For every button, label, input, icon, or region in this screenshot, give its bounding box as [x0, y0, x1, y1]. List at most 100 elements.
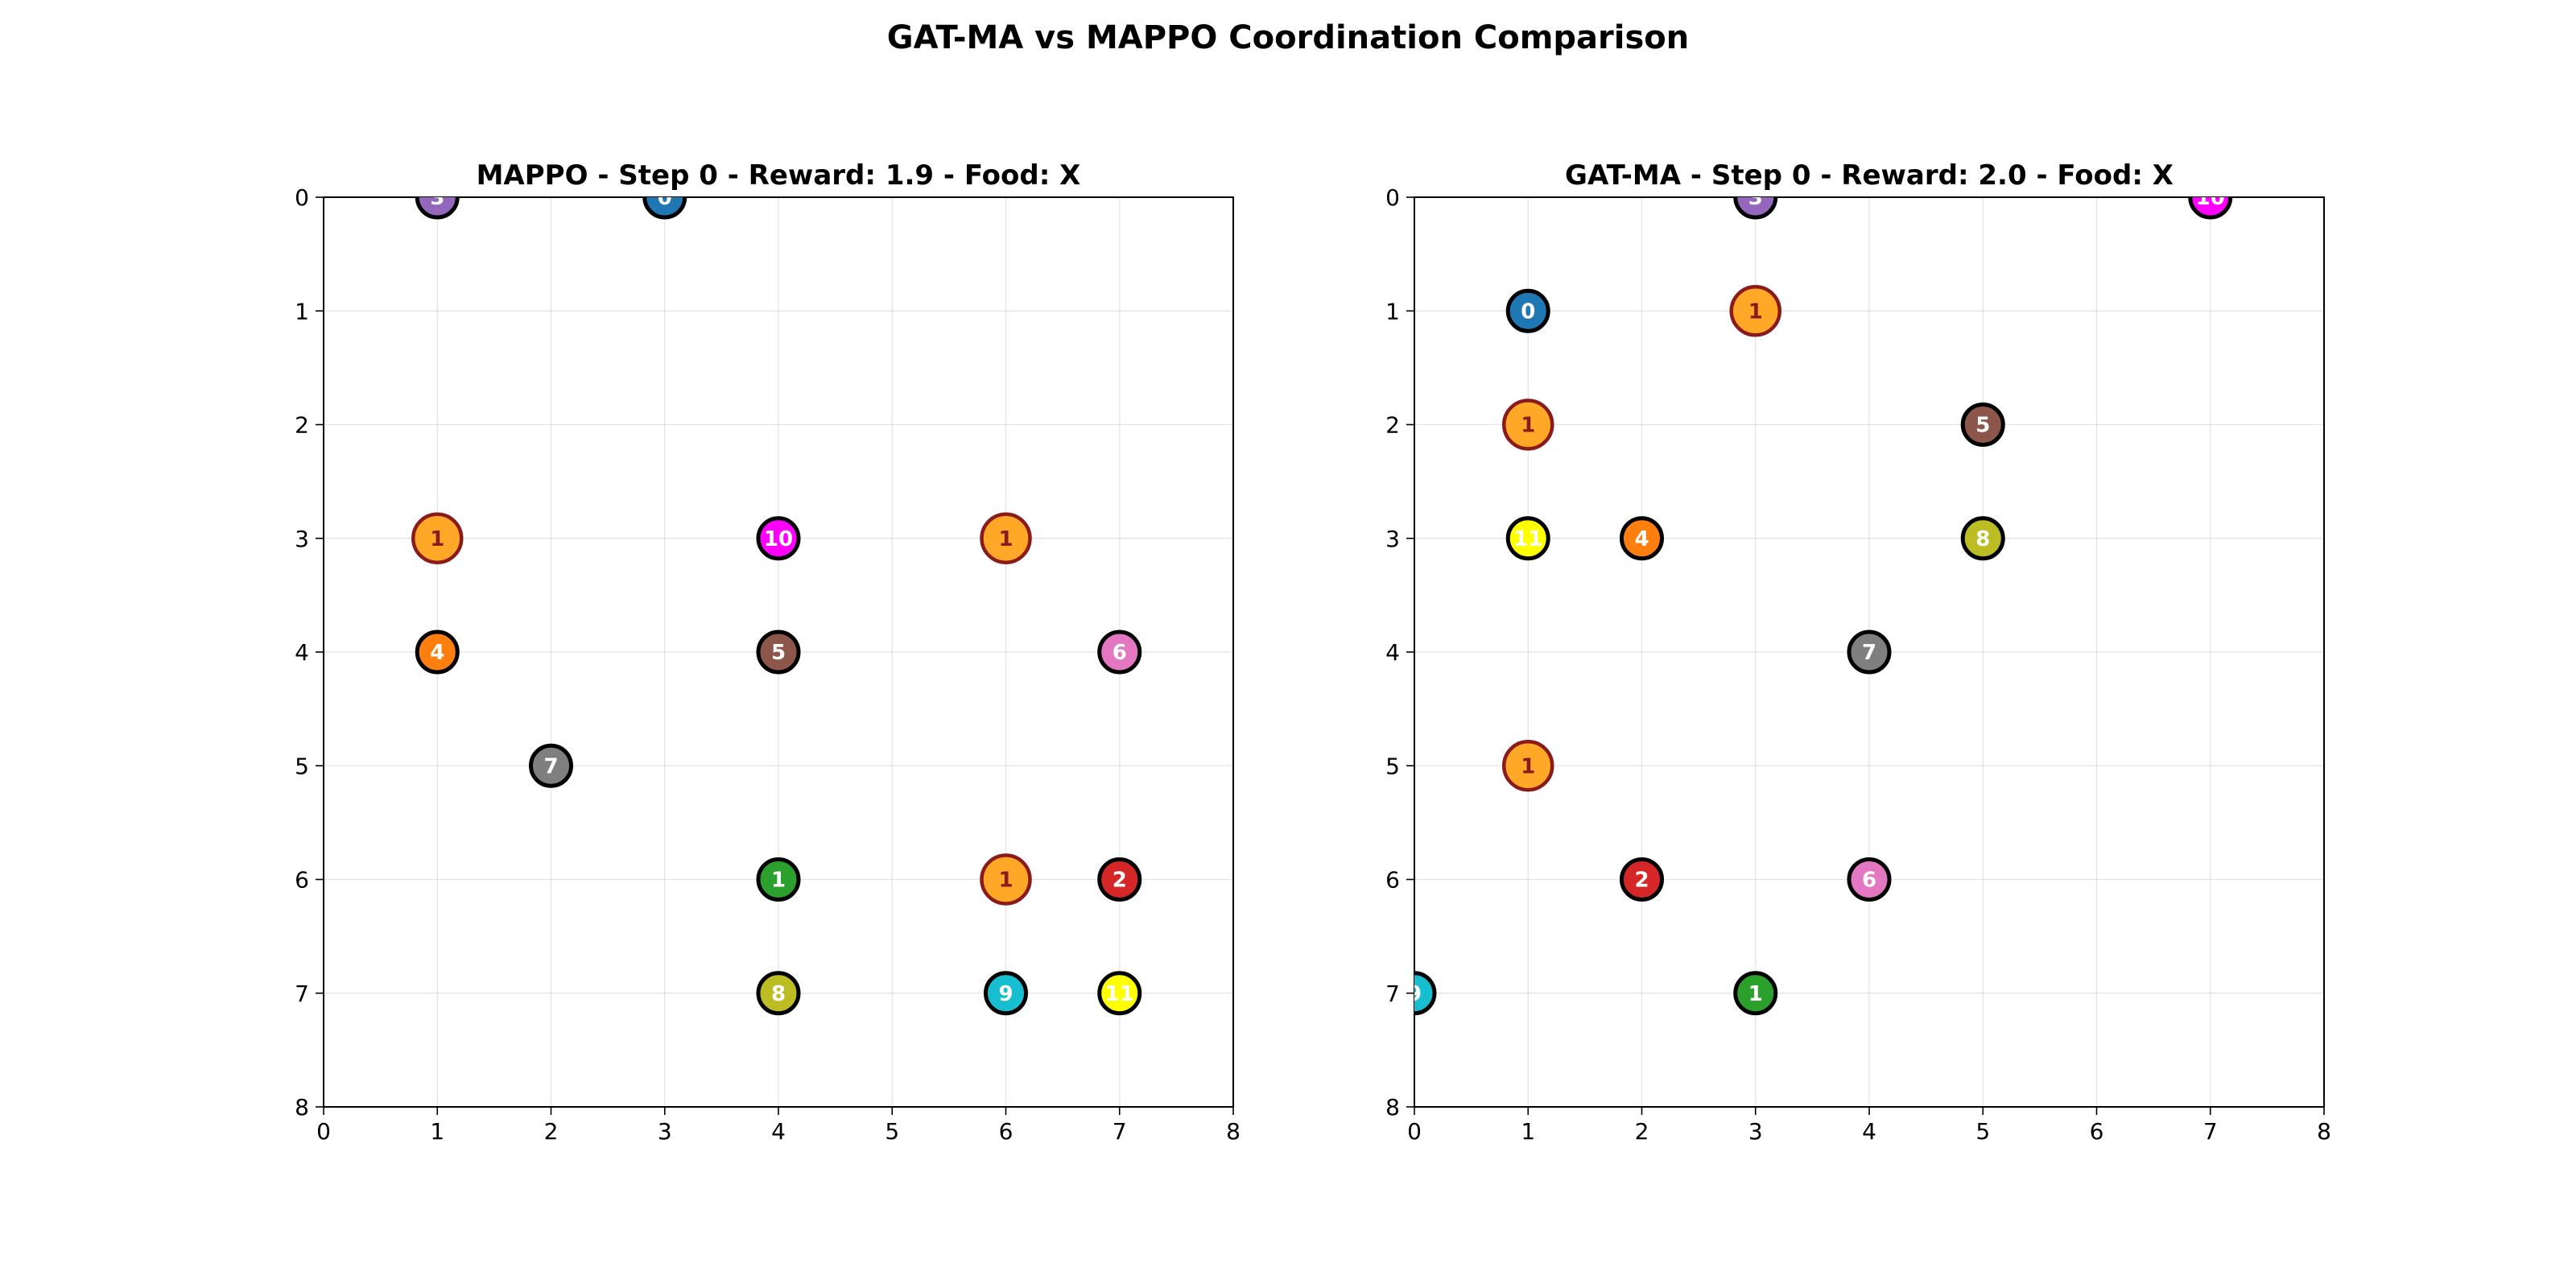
agent-label: 10	[764, 527, 793, 551]
axes-frame	[323, 196, 1234, 1108]
x-tick-label: 6	[2090, 1118, 2104, 1145]
x-tick-label: 3	[1748, 1118, 1763, 1145]
agent-label: 3	[430, 186, 444, 210]
food-label: 1	[1521, 754, 1535, 778]
y-tick-label: 5	[295, 753, 309, 779]
x-tick-label: 1	[1521, 1118, 1535, 1145]
agent-label: 6	[1862, 869, 1876, 893]
agent-marker	[1733, 197, 1778, 220]
agent-label: 8	[1975, 527, 1990, 551]
x-tick-label: 4	[771, 1118, 786, 1145]
y-tick-label: 1	[295, 298, 309, 324]
agent-label: 4	[430, 641, 444, 665]
agent-label: 4	[1634, 527, 1649, 551]
y-tick-label: 7	[295, 980, 309, 1007]
panel-title: MAPPO - Step 0 - Reward: 1.9 - Food: X	[477, 159, 1081, 192]
agent-marker	[756, 971, 801, 1016]
agent-marker	[1733, 971, 1778, 1016]
y-tick-label: 4	[295, 639, 309, 666]
agent-label: 11	[1105, 982, 1134, 1006]
x-tick-label: 0	[1407, 1118, 1422, 1145]
agent-marker	[642, 197, 687, 220]
agent-label: 1	[1748, 982, 1763, 1006]
y-tick-label: 8	[295, 1094, 309, 1121]
food-label: 1	[430, 527, 444, 551]
x-tick-label: 2	[544, 1118, 559, 1145]
y-tick-label: 5	[1385, 753, 1400, 779]
panel-mappo: MAPPO - Step 0 - Reward: 1.9 - Food: X 0…	[295, 159, 1241, 1145]
agent-marker	[529, 743, 573, 788]
agent-marker	[1960, 402, 2005, 447]
agent-label: 5	[771, 641, 786, 665]
food-label: 1	[1521, 414, 1535, 438]
agent-marker	[2188, 197, 2233, 220]
x-tick-label: 2	[1635, 1118, 1649, 1145]
food-marker	[1502, 740, 1554, 792]
food-marker	[1729, 285, 1781, 337]
y-tick-label: 6	[295, 867, 309, 894]
y-tick-label: 4	[1385, 639, 1400, 666]
agent-marker	[1620, 857, 1664, 902]
x-tick-label: 6	[999, 1118, 1013, 1145]
agent-marker	[1414, 971, 1437, 1016]
x-tick-label: 7	[1113, 1118, 1127, 1145]
agent-label: 3	[1748, 186, 1763, 210]
agent-marker	[1505, 516, 1550, 561]
y-tick-label: 0	[295, 184, 309, 211]
agent-label: 0	[1521, 299, 1535, 324]
agent-label: 0	[658, 186, 672, 210]
panel-gat-ma: GAT-MA - Step 0 - Reward: 2.0 - Food: X …	[1385, 159, 2331, 1145]
agent-label: 9	[1407, 982, 1422, 1006]
x-tick-label: 7	[2203, 1118, 2218, 1145]
food-label: 1	[998, 869, 1013, 893]
agent-marker	[756, 516, 801, 561]
y-tick-label: 2	[1385, 412, 1400, 439]
x-tick-label: 8	[1226, 1118, 1241, 1145]
axes-frame	[1414, 196, 2325, 1108]
agent-marker	[415, 630, 460, 675]
agent-label: 10	[2196, 186, 2225, 210]
agent-marker	[756, 857, 801, 902]
agent-marker	[1847, 857, 1892, 902]
y-tick-label: 8	[1385, 1094, 1400, 1121]
agent-marker	[1097, 630, 1142, 675]
agent-marker	[415, 197, 460, 220]
y-tick-label: 6	[1385, 867, 1400, 894]
x-tick-label: 1	[430, 1118, 444, 1145]
agent-marker	[1097, 971, 1142, 1016]
agent-marker	[1847, 630, 1892, 675]
agent-marker	[1620, 516, 1664, 561]
x-tick-label: 8	[2317, 1118, 2331, 1145]
agent-marker	[756, 630, 801, 675]
agent-marker	[1960, 516, 2005, 561]
y-tick-label: 3	[295, 526, 309, 552]
panel-title: GAT-MA - Step 0 - Reward: 2.0 - Food: X	[1565, 159, 2174, 192]
x-tick-label: 4	[1862, 1118, 1876, 1145]
food-marker	[411, 512, 464, 564]
agent-label: 11	[1513, 527, 1542, 551]
y-tick-label: 1	[1385, 298, 1400, 324]
y-tick-label: 2	[295, 412, 309, 439]
agent-label: 7	[1862, 641, 1876, 665]
y-tick-label: 0	[1385, 184, 1400, 211]
figure-suptitle: GAT-MA vs MAPPO Coordination Comparison	[887, 19, 1689, 56]
y-tick-label: 7	[1385, 980, 1400, 1007]
x-tick-label: 5	[1975, 1118, 1990, 1145]
agent-marker	[1505, 288, 1550, 333]
agent-label: 8	[771, 982, 786, 1006]
food-marker	[980, 853, 1032, 906]
food-label: 1	[1748, 299, 1763, 324]
x-tick-label: 3	[658, 1118, 672, 1145]
agent-label: 2	[1113, 869, 1127, 893]
agent-label: 2	[1634, 869, 1649, 893]
y-tick-label: 3	[1385, 526, 1400, 552]
food-marker	[980, 512, 1032, 564]
agent-label: 1	[771, 869, 786, 893]
agent-marker	[1097, 857, 1142, 902]
agent-label: 6	[1113, 641, 1127, 665]
agent-label: 9	[998, 982, 1013, 1006]
x-tick-label: 5	[885, 1118, 899, 1145]
